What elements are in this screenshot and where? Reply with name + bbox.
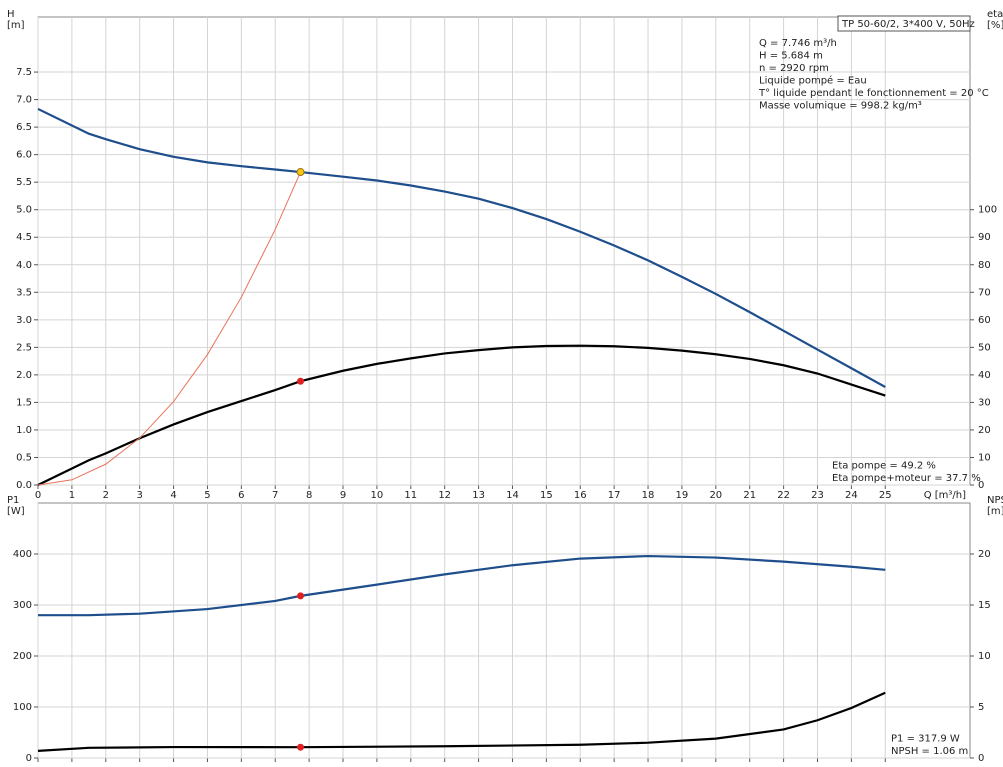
x-tick-label: 0 bbox=[35, 490, 41, 501]
curve bbox=[37, 691, 886, 752]
y2-tick-label: 90 bbox=[978, 232, 991, 243]
x-tick-label: 10 bbox=[371, 490, 384, 501]
operating-point bbox=[297, 592, 305, 600]
y2-tick-label: 10 bbox=[978, 452, 991, 463]
annotation: Eta pompe = 49.2 % bbox=[832, 461, 936, 472]
y-tick-label: 3.5 bbox=[16, 287, 32, 298]
y-tick-label: 100 bbox=[13, 702, 32, 713]
y-tick-label: 2.5 bbox=[16, 342, 32, 353]
y-tick-label: 6.5 bbox=[16, 122, 32, 133]
info-line: Liquide pompé = Eau bbox=[759, 75, 867, 87]
x-tick-label: 22 bbox=[777, 490, 790, 501]
y-tick-label: 0 bbox=[26, 753, 32, 764]
x-axis-label: Q [m³/h] bbox=[924, 490, 966, 501]
x-tick-label: 6 bbox=[238, 490, 244, 501]
y-tick-label: 0.0 bbox=[16, 480, 32, 491]
y-tick-label: 3.0 bbox=[16, 315, 32, 326]
x-tick-label: 24 bbox=[845, 490, 858, 501]
y2-tick-label: 15 bbox=[978, 600, 991, 611]
y2-tick-label: 80 bbox=[978, 260, 991, 271]
y-tick-label: 2.0 bbox=[16, 370, 32, 381]
y-axis-label: H bbox=[7, 9, 15, 20]
x-tick-label: 3 bbox=[136, 490, 142, 501]
y2-axis-label: eta bbox=[987, 9, 1003, 20]
y-tick-label: 7.5 bbox=[16, 67, 32, 78]
x-tick-label: 13 bbox=[472, 490, 485, 501]
annotation: NPSH = 1.06 m bbox=[891, 746, 968, 757]
y-axis-label: [m] bbox=[7, 20, 25, 31]
y-tick-label: 4.5 bbox=[16, 232, 32, 243]
x-tick-label: 14 bbox=[506, 490, 519, 501]
curve bbox=[38, 554, 886, 617]
x-tick-label: 15 bbox=[540, 490, 553, 501]
y-tick-label: 300 bbox=[13, 600, 32, 611]
y2-tick-label: 0 bbox=[978, 753, 984, 764]
x-tick-label: 9 bbox=[340, 490, 346, 501]
y2-axis-label: [%] bbox=[987, 20, 1003, 31]
info-title: TP 50-60/2, 3*400 V, 50Hz bbox=[841, 19, 975, 30]
y2-axis-label: NPSH bbox=[987, 495, 1003, 506]
y-tick-label: 7.0 bbox=[16, 95, 32, 106]
x-tick-label: 23 bbox=[811, 490, 824, 501]
info-line: H = 5.684 m bbox=[759, 51, 823, 62]
y-tick-label: 5.5 bbox=[16, 177, 32, 188]
y2-tick-label: 30 bbox=[978, 397, 991, 408]
curve bbox=[37, 344, 886, 486]
operating-point bbox=[297, 743, 305, 751]
y-tick-label: 1.5 bbox=[16, 397, 32, 408]
x-tick-label: 4 bbox=[170, 490, 176, 501]
operating-point bbox=[297, 377, 305, 385]
x-tick-label: 19 bbox=[676, 490, 689, 501]
x-tick-label: 1 bbox=[69, 490, 75, 501]
y2-tick-label: 40 bbox=[978, 370, 991, 381]
annotation: P1 = 317.9 W bbox=[891, 734, 960, 745]
y2-tick-label: 20 bbox=[978, 549, 991, 560]
x-tick-label: 21 bbox=[743, 490, 756, 501]
y2-tick-label: 60 bbox=[978, 315, 991, 326]
info-line: Masse volumique = 998.2 kg/m³ bbox=[759, 101, 922, 112]
y2-tick-label: 50 bbox=[978, 342, 991, 353]
info-line: T° liquide pendant le fonctionnement = 2… bbox=[758, 88, 989, 99]
y-tick-label: 6.0 bbox=[16, 150, 32, 161]
x-tick-label: 11 bbox=[404, 490, 417, 501]
x-tick-label: 25 bbox=[879, 490, 892, 501]
y2-tick-label: 5 bbox=[978, 702, 984, 713]
x-tick-label: 2 bbox=[103, 490, 109, 501]
y2-tick-label: 100 bbox=[978, 205, 997, 216]
curve bbox=[37, 107, 886, 388]
y-tick-label: 5.0 bbox=[16, 205, 32, 216]
operating-point bbox=[296, 168, 305, 177]
x-tick-label: 5 bbox=[204, 490, 210, 501]
curve bbox=[37, 171, 301, 486]
plot-area bbox=[37, 502, 971, 759]
y-tick-label: 1.0 bbox=[16, 425, 32, 436]
y-tick-label: 4.0 bbox=[16, 260, 32, 271]
y-tick-label: 0.5 bbox=[16, 452, 32, 463]
y2-tick-label: 70 bbox=[978, 287, 991, 298]
x-tick-label: 18 bbox=[642, 490, 655, 501]
plot-area bbox=[37, 16, 971, 486]
y-tick-label: 200 bbox=[13, 651, 32, 662]
info-line: n = 2920 rpm bbox=[759, 63, 829, 74]
y-axis-label: P1 bbox=[7, 495, 19, 506]
y-axis-label: [W] bbox=[7, 506, 25, 517]
y2-tick-label: 20 bbox=[978, 425, 991, 436]
x-tick-label: 8 bbox=[306, 490, 312, 501]
y2-tick-label: 10 bbox=[978, 651, 991, 662]
x-tick-label: 16 bbox=[574, 490, 587, 501]
x-tick-label: 17 bbox=[608, 490, 621, 501]
info-box bbox=[837, 15, 971, 32]
y2-axis-label: [m] bbox=[987, 506, 1003, 517]
y-tick-label: 400 bbox=[13, 549, 32, 560]
info-line: Q = 7.746 m³/h bbox=[759, 38, 837, 49]
y2-tick-label: 0 bbox=[978, 480, 984, 491]
annotation: Eta pompe+moteur = 37.7 % bbox=[832, 473, 981, 484]
x-tick-label: 20 bbox=[709, 490, 722, 501]
x-tick-label: 12 bbox=[438, 490, 451, 501]
x-tick-label: 7 bbox=[272, 490, 278, 501]
